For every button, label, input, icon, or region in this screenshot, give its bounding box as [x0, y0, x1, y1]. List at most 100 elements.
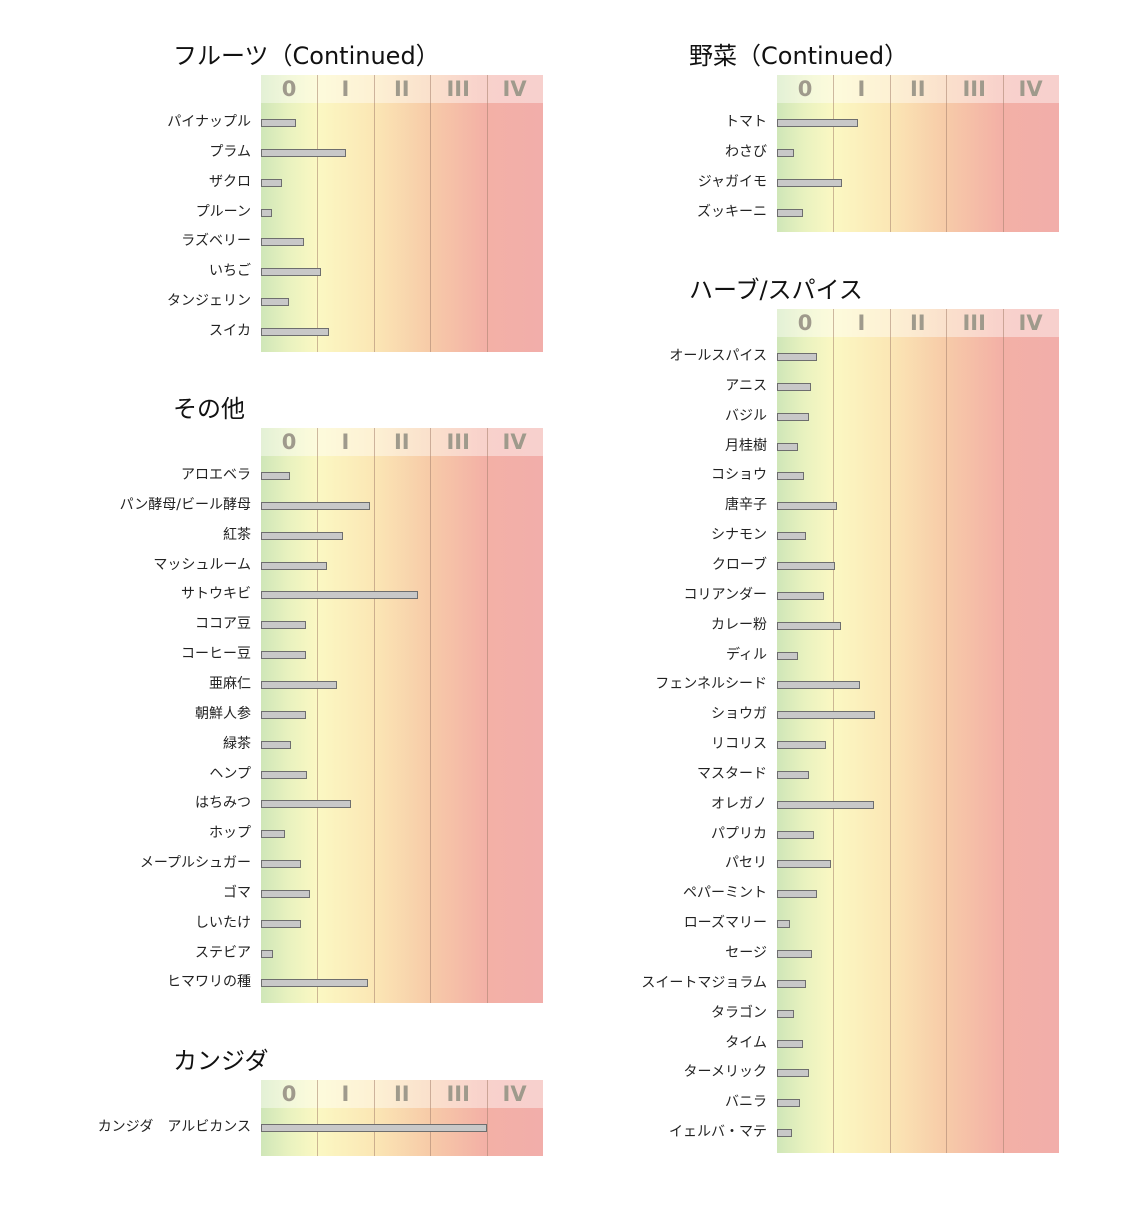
category-label: しいたけ — [195, 914, 251, 931]
tick-label: IV — [1018, 311, 1043, 335]
bar — [777, 148, 794, 157]
category-label: ザクロ — [209, 173, 251, 190]
bar — [261, 591, 418, 600]
bar — [777, 979, 806, 988]
category-label: 朝鮮人参 — [195, 705, 251, 722]
tick-label: IV — [502, 1082, 527, 1106]
bar — [777, 800, 874, 809]
bar — [777, 119, 858, 127]
severity-gradient: 0 I II III IV — [777, 309, 1059, 1153]
tick-label: II — [909, 311, 926, 335]
bar — [261, 119, 296, 127]
tick-label: III — [962, 77, 986, 101]
category-label: パセリ — [725, 855, 767, 872]
bar — [777, 860, 831, 869]
bar — [261, 919, 301, 928]
severity-header — [777, 309, 1059, 337]
category-label: ラズベリー — [181, 233, 251, 250]
category-label: 亜麻仁 — [209, 675, 251, 692]
tick-label: III — [446, 430, 470, 454]
category-label: コショウ — [711, 467, 767, 484]
bar — [777, 770, 809, 779]
category-label: カレー粉 — [711, 616, 767, 633]
bar — [777, 353, 817, 361]
grid-line — [946, 75, 947, 233]
category-label: オールスパイス — [669, 348, 767, 364]
bar — [261, 710, 306, 719]
bar — [261, 178, 282, 187]
grid-line — [833, 309, 834, 1153]
category-label: 紅茶 — [223, 526, 251, 543]
grid-line — [1003, 75, 1004, 233]
category-label: ゴマ — [223, 884, 251, 901]
tick-label: I — [341, 1082, 350, 1106]
bar — [777, 1009, 794, 1018]
category-label: タンジェリン — [167, 293, 251, 310]
bar — [777, 920, 790, 929]
grid-line — [890, 75, 891, 233]
tick-label: II — [393, 77, 410, 101]
bar — [261, 800, 351, 809]
tick-label: III — [446, 1082, 470, 1106]
bar — [261, 740, 291, 749]
category-label: ステビア — [195, 944, 251, 961]
category-label: ズッキーニ — [697, 203, 767, 220]
tick-label: III — [962, 311, 986, 335]
severity-header — [261, 1080, 543, 1108]
category-label: シナモン — [711, 527, 767, 544]
bar — [777, 651, 798, 660]
bar — [261, 298, 289, 307]
category-label: ディル — [725, 646, 767, 663]
category-label: コーヒー豆 — [181, 646, 251, 663]
tick-label: I — [341, 77, 350, 101]
category-label: バニラ — [725, 1094, 767, 1111]
bar — [777, 830, 814, 839]
tick-label: I — [857, 311, 866, 335]
bar — [261, 1124, 487, 1132]
bar — [777, 1039, 803, 1048]
bar — [261, 651, 306, 660]
tick-label: IV — [502, 77, 527, 101]
grid-line — [890, 309, 891, 1153]
tick-label: 0 — [281, 1082, 297, 1106]
grid-line — [946, 309, 947, 1153]
grid-line — [317, 75, 318, 352]
category-label: サトウキビ — [181, 586, 251, 603]
severity-gradient: 0 I II III IV — [777, 75, 1059, 233]
chart-title: ハーブ/スパイス — [689, 276, 863, 304]
category-label: はちみつ — [195, 795, 251, 812]
grid-line — [374, 1080, 375, 1156]
bar — [777, 1099, 800, 1108]
bar — [261, 889, 310, 898]
category-label: メープルシュガー — [139, 855, 251, 872]
bar — [261, 208, 272, 217]
grid-line — [317, 428, 318, 1004]
bar — [777, 412, 809, 421]
category-label: アニス — [725, 377, 767, 394]
bar — [261, 268, 321, 277]
bar — [261, 680, 337, 689]
bar — [261, 860, 301, 869]
grid-line — [487, 75, 488, 352]
category-label: マスタード — [697, 765, 767, 782]
bar — [777, 208, 803, 217]
grid-line — [1003, 309, 1004, 1153]
grid-line — [833, 75, 834, 233]
bar — [261, 830, 285, 839]
bar — [777, 532, 806, 541]
category-label: 月桂樹 — [725, 437, 767, 454]
grid-line — [374, 75, 375, 352]
bar — [777, 382, 811, 391]
bar — [777, 621, 841, 630]
chart-title: カンジダ — [173, 1047, 269, 1075]
bar — [777, 681, 860, 690]
category-label: タラゴン — [711, 1004, 767, 1021]
bar — [261, 148, 346, 157]
category-label: ホップ — [209, 825, 251, 842]
grid-line — [430, 1080, 431, 1156]
category-label: アロエベラ — [181, 467, 251, 483]
chart-title: 野菜（Continued） — [689, 42, 909, 70]
bar — [777, 502, 837, 511]
category-label: ショウガ — [711, 706, 767, 723]
tick-label: 0 — [281, 77, 297, 101]
